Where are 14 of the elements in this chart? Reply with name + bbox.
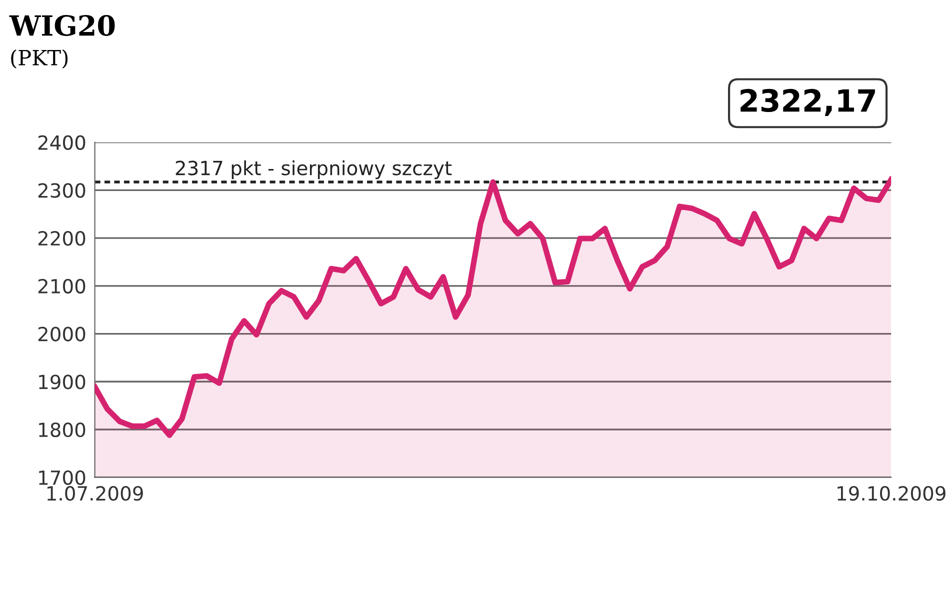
ref-line-label: 2317 pkt - sierpniowy szczyt bbox=[176, 160, 452, 180]
y-tick-label: 2200 bbox=[38, 231, 86, 246]
y-tick-label: 2300 bbox=[38, 183, 86, 198]
y-tick-label: 2400 bbox=[38, 135, 86, 150]
y-tick-label: 1900 bbox=[39, 374, 86, 390]
chart-title: WIG20 bbox=[9, 14, 115, 36]
annotation: 2322,17 bbox=[740, 88, 875, 116]
y-tick-label: 2000 bbox=[38, 326, 86, 342]
y-tick-label: 2100 bbox=[38, 278, 86, 294]
y-tick-label: 1800 bbox=[39, 422, 86, 438]
y-tick-label: 1700 bbox=[39, 470, 86, 486]
x-tick-label: 19.10.2009 bbox=[838, 486, 946, 501]
x-tick-label: 1.07.2009 bbox=[47, 486, 143, 501]
chart-subtitle: (PKT) bbox=[11, 49, 68, 68]
